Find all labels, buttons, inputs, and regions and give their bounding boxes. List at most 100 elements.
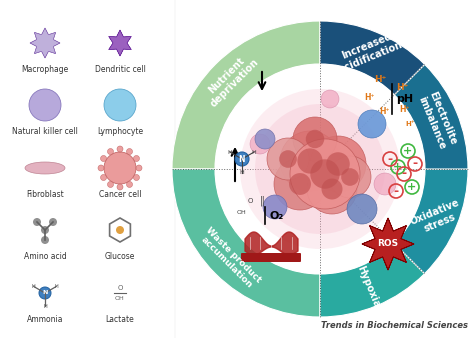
Circle shape — [41, 226, 49, 234]
Circle shape — [98, 165, 104, 171]
Circle shape — [215, 64, 425, 274]
Circle shape — [347, 194, 377, 224]
Text: Waste product
accumulation: Waste product accumulation — [197, 226, 264, 292]
Text: Hypoxia: Hypoxia — [356, 264, 382, 309]
Text: H⁺: H⁺ — [365, 93, 375, 101]
Circle shape — [280, 131, 340, 191]
Circle shape — [108, 182, 113, 188]
Circle shape — [49, 218, 57, 226]
Circle shape — [104, 152, 136, 184]
Circle shape — [326, 152, 350, 176]
Circle shape — [274, 158, 326, 210]
Text: H⁺: H⁺ — [400, 104, 410, 114]
Ellipse shape — [25, 162, 65, 174]
Text: H: H — [43, 304, 47, 309]
Text: Cancer cell: Cancer cell — [99, 190, 141, 199]
Wedge shape — [394, 64, 468, 169]
Text: +: + — [407, 182, 417, 192]
Circle shape — [358, 110, 386, 138]
Text: OH: OH — [115, 295, 125, 300]
Wedge shape — [320, 21, 425, 95]
Text: Nutrient
deprivation: Nutrient deprivation — [200, 49, 260, 110]
Text: -: - — [412, 158, 418, 170]
Circle shape — [329, 156, 371, 198]
Text: -: - — [387, 152, 392, 166]
Text: Lactate: Lactate — [106, 315, 134, 324]
Text: OH: OH — [237, 211, 247, 216]
Text: N: N — [42, 290, 48, 295]
Text: H⁺: H⁺ — [380, 106, 390, 116]
Text: H⁺: H⁺ — [396, 82, 408, 92]
Text: Fibroblast: Fibroblast — [26, 190, 64, 199]
Text: Natural killer cell: Natural killer cell — [12, 127, 78, 136]
Circle shape — [293, 117, 337, 161]
Text: H: H — [240, 170, 245, 175]
Text: O: O — [117, 285, 123, 291]
Circle shape — [310, 136, 366, 192]
Circle shape — [321, 178, 343, 199]
Circle shape — [117, 184, 123, 190]
Circle shape — [127, 148, 133, 154]
Text: H: H — [228, 149, 232, 154]
Text: N: N — [239, 154, 245, 164]
Circle shape — [235, 152, 249, 166]
Text: O₂: O₂ — [270, 211, 284, 221]
Circle shape — [100, 155, 107, 162]
Circle shape — [39, 287, 51, 299]
Polygon shape — [362, 218, 414, 270]
Text: H: H — [252, 149, 256, 154]
Text: H: H — [32, 284, 36, 289]
Circle shape — [134, 174, 139, 180]
Circle shape — [108, 148, 113, 154]
Polygon shape — [30, 28, 60, 58]
Wedge shape — [320, 243, 425, 317]
Wedge shape — [394, 169, 468, 274]
Circle shape — [307, 164, 357, 214]
Wedge shape — [172, 21, 320, 169]
Text: Ammonia: Ammonia — [27, 315, 63, 324]
Text: -: - — [393, 185, 399, 197]
Circle shape — [29, 89, 61, 121]
Circle shape — [297, 148, 323, 174]
Text: ‖: ‖ — [260, 196, 264, 206]
Circle shape — [41, 236, 49, 244]
Text: Glucose: Glucose — [105, 252, 135, 261]
Circle shape — [33, 218, 41, 226]
Text: pH: pH — [396, 94, 413, 104]
Circle shape — [290, 139, 360, 209]
Text: H⁺: H⁺ — [405, 121, 415, 127]
Circle shape — [116, 226, 124, 234]
Text: ROS: ROS — [377, 240, 399, 248]
Circle shape — [310, 159, 340, 189]
Circle shape — [100, 174, 107, 180]
Text: Electrolite
imbalance: Electrolite imbalance — [417, 90, 458, 151]
Circle shape — [289, 173, 311, 195]
Text: +: + — [403, 146, 413, 156]
Text: Oxidative
stress: Oxidative stress — [409, 197, 466, 238]
Circle shape — [136, 165, 142, 171]
Text: +: + — [393, 162, 402, 172]
Circle shape — [117, 146, 123, 152]
Wedge shape — [172, 169, 320, 317]
Polygon shape — [245, 232, 298, 255]
Circle shape — [306, 130, 324, 148]
Circle shape — [267, 138, 309, 180]
Circle shape — [255, 104, 385, 234]
Circle shape — [104, 89, 136, 121]
Circle shape — [250, 134, 270, 154]
Text: O: O — [247, 198, 253, 204]
Circle shape — [255, 129, 275, 149]
Text: Macrophage: Macrophage — [21, 65, 69, 74]
Text: H: H — [55, 284, 58, 289]
Circle shape — [279, 150, 297, 168]
Circle shape — [134, 155, 139, 162]
Circle shape — [341, 168, 359, 186]
Text: Lymphocyte: Lymphocyte — [97, 127, 143, 136]
Text: Increased
acidification: Increased acidification — [333, 29, 404, 75]
Text: H⁺: H⁺ — [374, 74, 386, 83]
Text: Dendritic cell: Dendritic cell — [94, 65, 146, 74]
FancyBboxPatch shape — [241, 253, 301, 262]
Text: Trends in Biochemical Sciences: Trends in Biochemical Sciences — [321, 321, 468, 330]
Circle shape — [321, 90, 339, 108]
Text: Amino acid: Amino acid — [24, 252, 66, 261]
